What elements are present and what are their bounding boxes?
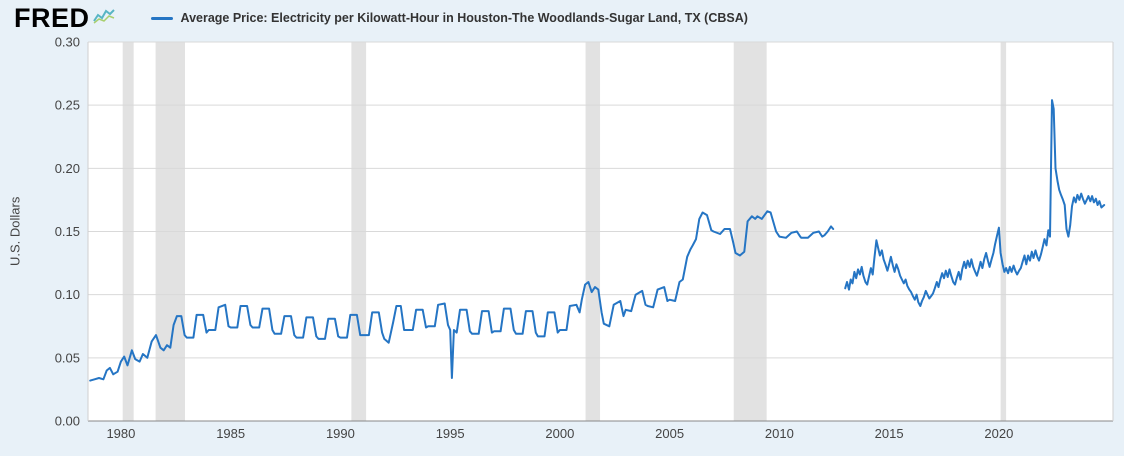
x-tick-label: 1995 — [436, 426, 465, 441]
x-tick-label: 2015 — [875, 426, 904, 441]
series-legend-line — [150, 16, 173, 20]
y-tick-label: 0.20 — [55, 161, 80, 176]
x-tick-label: 2010 — [765, 426, 794, 441]
fred-logo[interactable]: FRED — [14, 2, 115, 33]
y-tick-label: 0.30 — [55, 36, 80, 50]
chart-header: FRED Average Price: Electricity per Kilo… — [0, 0, 1124, 36]
x-tick-label: 2005 — [655, 426, 684, 441]
x-tick-label: 1980 — [106, 426, 135, 441]
series-line-segment[interactable] — [89, 210, 835, 382]
chart-title: Average Price: Electricity per Kilowatt-… — [180, 11, 748, 25]
y-tick-label: 0.25 — [55, 98, 80, 113]
fred-logo-sparkline-icon — [92, 8, 115, 24]
y-tick-label: 0.00 — [55, 414, 80, 429]
y-tick-label: 0.05 — [55, 350, 80, 365]
fred-logo-text: FRED — [14, 2, 90, 33]
chart-plot[interactable]: 0.00 0.05 0.10 0.15 0.20 0.25 0.30 1980 1985 1990… — [0, 36, 1124, 456]
y-tick-label: 0.15 — [55, 224, 80, 239]
x-tick-label: 2020 — [984, 426, 1013, 441]
y-tick-label: 0.10 — [55, 287, 80, 302]
x-tick-label: 2000 — [545, 426, 574, 441]
series-line-segment[interactable] — [844, 99, 1106, 307]
x-tick-label: 1985 — [216, 426, 245, 441]
x-tick-label: 1990 — [326, 426, 355, 441]
